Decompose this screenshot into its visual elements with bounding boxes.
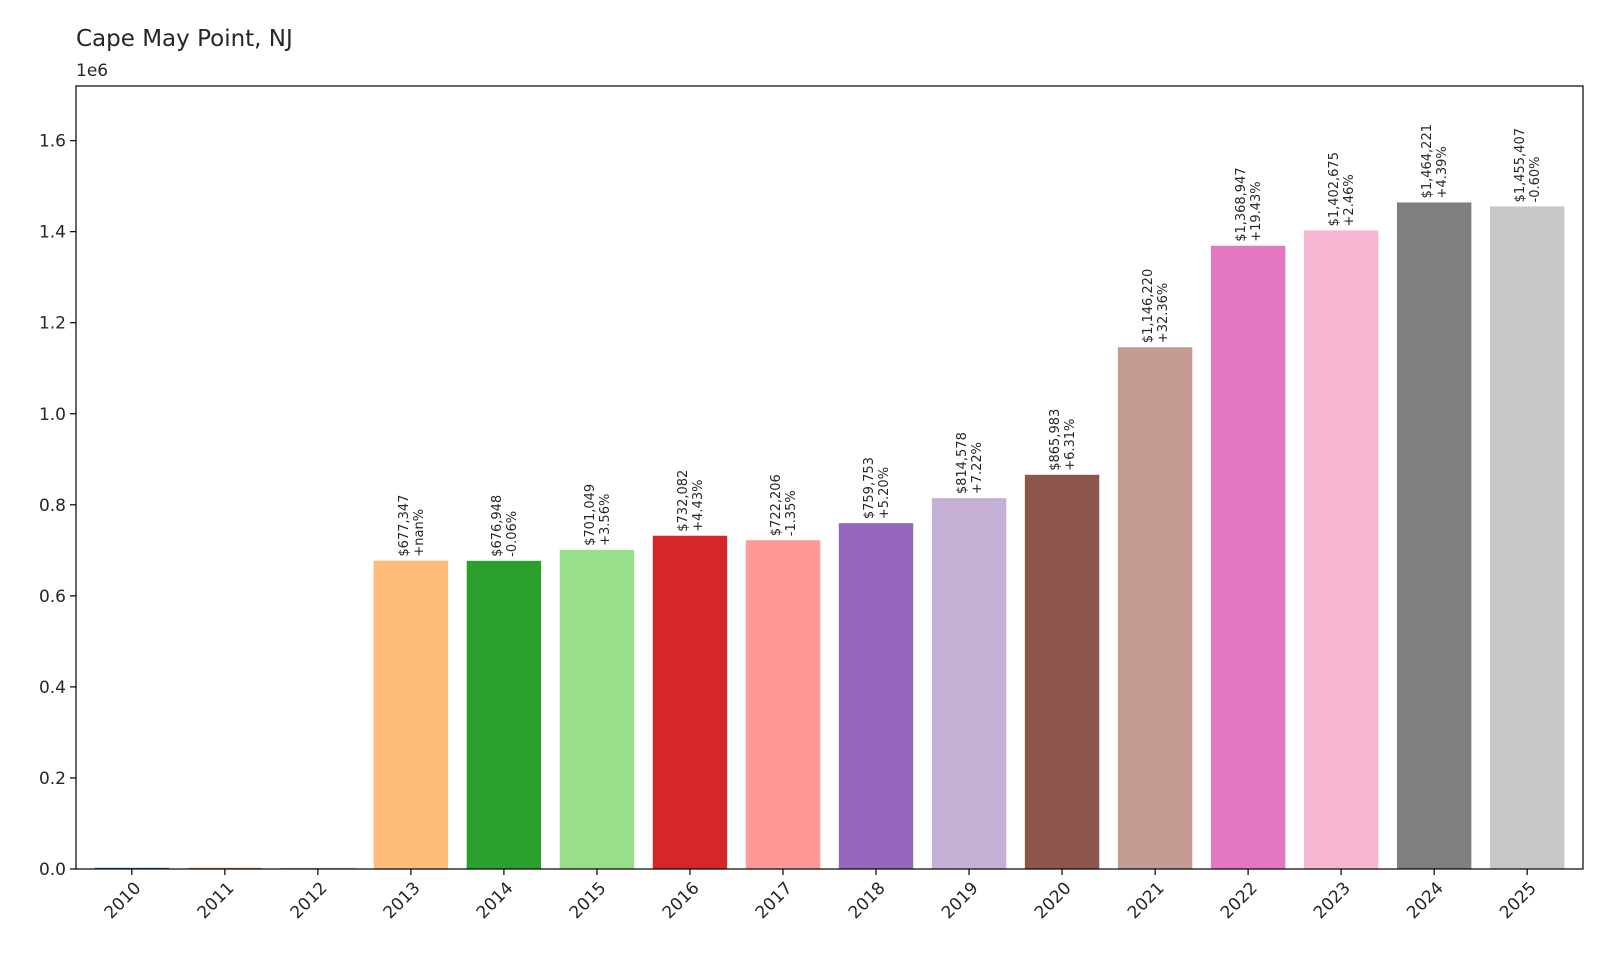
bar-label-2020: $865,983+6.31% [1048, 409, 1078, 471]
bar-change-label-2014: -0.06% [505, 511, 520, 557]
bar-price-label-2021: $1,146,220 [1141, 269, 1156, 343]
bar-price-label-2019: $814,578 [955, 432, 970, 494]
plot-frame [75, 85, 1584, 870]
y-axis-offset-label: 1e6 [76, 61, 108, 81]
bar-change-label-2020: +6.31% [1063, 419, 1078, 471]
bar-2022 [1210, 245, 1286, 869]
y-tick-label: 1.4 [39, 223, 66, 243]
bar-2023 [1303, 230, 1379, 869]
bar-labels-layer: $677,347+nan% $676,948-0.06% $701,049+3.56… [397, 124, 1543, 557]
bar-change-label-2021: +32.36% [1156, 283, 1171, 343]
y-tick-label: 0.6 [39, 587, 66, 607]
bar-label-2013: $677,347+nan% [397, 495, 427, 557]
bar-2025 [1489, 206, 1565, 869]
bar-price-label-2014: $676,948 [490, 495, 505, 557]
bar-price-label-2016: $732,082 [676, 470, 691, 532]
bar-label-2016: $732,082+4.43% [676, 470, 706, 532]
bar-label-2014: $676,948-0.06% [490, 495, 520, 557]
y-tick-label: 0.0 [39, 860, 66, 880]
bar-change-label-2018: +5.20% [877, 467, 892, 519]
y-tick-label: 1.2 [39, 314, 66, 334]
bar-price-label-2017: $722,206 [769, 474, 784, 536]
bar-change-label-2023: +2.46% [1342, 174, 1357, 226]
chart-title: Cape May Point, NJ [76, 26, 293, 52]
bar-2016 [652, 535, 728, 869]
bar-change-label-2013: +nan% [412, 509, 427, 557]
bar-2013 [373, 560, 449, 869]
bar-2020 [1024, 474, 1100, 869]
bar-2019 [931, 498, 1007, 869]
y-axis: 0.0 0.2 0.4 0.6 0.8 1.0 1.2 1.4 1.6 [39, 132, 76, 880]
bar-price-label-2018: $759,753 [862, 457, 877, 519]
y-tick-label: 0.8 [39, 496, 66, 516]
y-tick-label: 1.0 [39, 405, 66, 425]
bar-2017 [745, 540, 821, 869]
bar-change-label-2024: +4.39% [1435, 146, 1450, 198]
bar-price-label-2020: $865,983 [1048, 409, 1063, 471]
bar-price-label-2023: $1,402,675 [1327, 152, 1342, 226]
bar-2014 [466, 560, 542, 869]
bar-price-label-2024: $1,464,221 [1420, 124, 1435, 198]
bar-change-label-2019: +7.22% [970, 442, 985, 494]
y-tick-label: 1.6 [39, 132, 66, 152]
bar-label-2017: $722,206-1.35% [769, 474, 799, 536]
bar-label-2021: $1,146,220+32.36% [1141, 269, 1171, 343]
bar-label-2022: $1,368,947+19.43% [1234, 167, 1264, 241]
bar-2015 [559, 549, 635, 869]
y-tick-label: 0.4 [39, 678, 66, 698]
bar-change-label-2022: +19.43% [1249, 181, 1264, 241]
bar-change-label-2017: -1.35% [784, 490, 799, 536]
bar-change-label-2016: +4.43% [691, 480, 706, 532]
bar-label-2024: $1,464,221+4.39% [1420, 124, 1450, 198]
y-tick-label: 0.2 [39, 769, 66, 789]
bar-label-2019: $814,578+7.22% [955, 432, 985, 494]
bar-label-2015: $701,049+3.56% [583, 484, 613, 546]
bar-label-2018: $759,753+5.20% [862, 457, 892, 519]
bar-label-2025: $1,455,407-0.60% [1513, 128, 1543, 202]
bar-price-label-2025: $1,455,407 [1513, 128, 1528, 202]
bar-change-label-2025: -0.60% [1528, 156, 1543, 202]
bar-price-label-2022: $1,368,947 [1234, 167, 1249, 241]
bar-price-label-2015: $701,049 [583, 484, 598, 546]
bar-price-label-2013: $677,347 [397, 495, 412, 557]
bars-layer [94, 202, 1565, 869]
bar-label-2023: $1,402,675+2.46% [1327, 152, 1357, 226]
bar-2021 [1117, 347, 1193, 869]
bar-2018 [838, 523, 914, 869]
bar-change-label-2015: +3.56% [598, 494, 613, 546]
bar-2024 [1396, 202, 1472, 869]
